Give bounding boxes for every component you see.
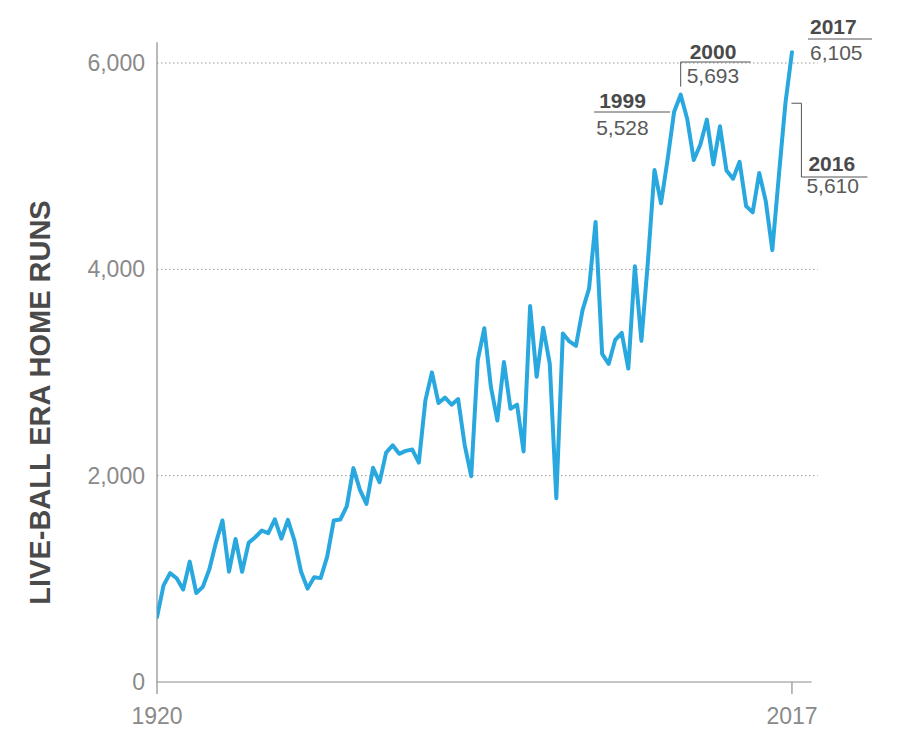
home-run-line	[157, 52, 792, 617]
x-tick-label: 1920	[131, 703, 182, 729]
x-tick	[156, 682, 157, 694]
annotation-year: 2000	[690, 40, 737, 63]
grid-line	[157, 475, 818, 476]
annotation-value: 5,693	[687, 64, 740, 87]
chart: 0 2,000 4,000 6,000 1920 2017 LIVE-BALL ERA HO…	[0, 0, 898, 748]
annotation-rule	[680, 62, 681, 87]
y-tick-label: 0	[132, 669, 145, 695]
annotation-rule	[594, 112, 670, 113]
y-axis-label: LIVE-BALL ERA HOME RUNS	[24, 200, 56, 604]
y-tick-label: 6,000	[87, 50, 145, 76]
annotation-rule	[791, 103, 801, 104]
x-axis-line	[157, 681, 812, 682]
annotation-value: 5,528	[596, 116, 649, 139]
grid-line	[157, 269, 818, 270]
annotation-value: 6,105	[810, 41, 863, 64]
annotation-year: 2017	[810, 15, 857, 38]
annotation-value: 5,610	[806, 174, 859, 197]
plot-area	[157, 52, 792, 617]
x-tick-label: 2017	[766, 703, 817, 729]
y-axis-line	[156, 42, 157, 682]
y-tick-label: 4,000	[87, 256, 145, 282]
annotation-rule	[808, 39, 872, 40]
annotation-rule	[801, 103, 802, 177]
annotations: 2017 6,105 20005,693 1999 5,528 20165,610	[594, 15, 872, 197]
x-tick	[791, 682, 792, 694]
y-tick-label: 2,000	[87, 463, 145, 489]
annotation-year: 1999	[599, 89, 646, 112]
annotation-year: 2016	[808, 152, 855, 175]
